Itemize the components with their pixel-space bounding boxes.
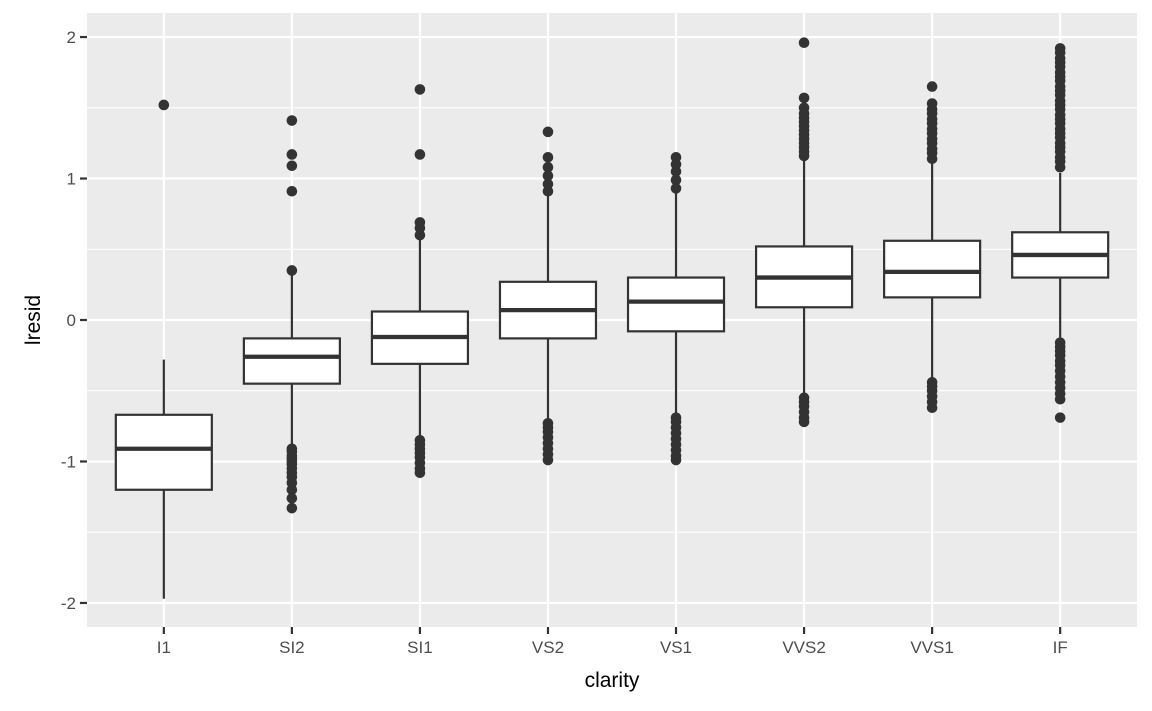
- x-tick-label: IF: [1053, 638, 1068, 657]
- outlier-dot: [542, 126, 554, 138]
- outlier-dot: [158, 99, 170, 111]
- outlier-dot: [542, 185, 554, 197]
- outlier-dot: [926, 402, 938, 414]
- outlier-dot: [286, 149, 298, 160]
- y-tick-label: -2: [61, 594, 76, 613]
- outlier-dot: [286, 265, 298, 276]
- outlier-dot: [414, 467, 426, 479]
- outlier-dot: [670, 174, 682, 186]
- outlier-dot: [286, 484, 298, 496]
- outlier-dot: [1054, 161, 1066, 173]
- boxplot-box: [883, 239, 982, 299]
- boxplot-box: [242, 337, 341, 385]
- outlier-dot: [798, 37, 810, 49]
- outlier-dot: [926, 81, 938, 92]
- outlier-dot: [286, 502, 298, 514]
- outlier-dot: [542, 152, 554, 163]
- outlier-dot: [414, 229, 426, 241]
- y-tick-label: 2: [67, 28, 76, 47]
- outlier-dot: [286, 160, 298, 172]
- x-tick-label: VVS1: [910, 638, 953, 657]
- outlier-dot: [542, 170, 554, 181]
- x-tick-label: VVS2: [782, 638, 825, 657]
- y-tick-label: -1: [61, 452, 76, 471]
- outlier-dot: [414, 84, 426, 95]
- x-tick-label: VS2: [532, 638, 564, 657]
- outlier-dot: [670, 166, 682, 177]
- y-axis-title: lresid: [22, 294, 45, 346]
- outlier-dot: [798, 150, 810, 162]
- x-tick-label: SI1: [407, 638, 433, 657]
- outlier-dot: [798, 416, 810, 428]
- outlier-dot: [926, 153, 938, 165]
- x-tick-label: VS1: [660, 638, 692, 657]
- outlier-dot: [1054, 412, 1066, 423]
- outlier-dot: [414, 149, 426, 160]
- outlier-dot: [670, 183, 682, 194]
- outlier-dot: [542, 161, 554, 173]
- x-tick-label: SI2: [279, 638, 305, 657]
- y-tick-label: 1: [67, 169, 76, 188]
- outlier-dot: [670, 454, 682, 466]
- outlier-dot: [286, 115, 298, 126]
- outlier-dot: [286, 492, 298, 504]
- x-axis-title: clarity: [584, 669, 640, 692]
- x-tick-label: I1: [157, 638, 171, 657]
- y-tick-label: 0: [67, 311, 76, 330]
- boxplot-box: [114, 413, 213, 491]
- outlier-dot: [1054, 393, 1066, 405]
- outlier-dot: [286, 185, 298, 197]
- outlier-dot: [542, 454, 554, 466]
- outlier-dot: [798, 92, 810, 104]
- boxplot-box: [626, 276, 726, 333]
